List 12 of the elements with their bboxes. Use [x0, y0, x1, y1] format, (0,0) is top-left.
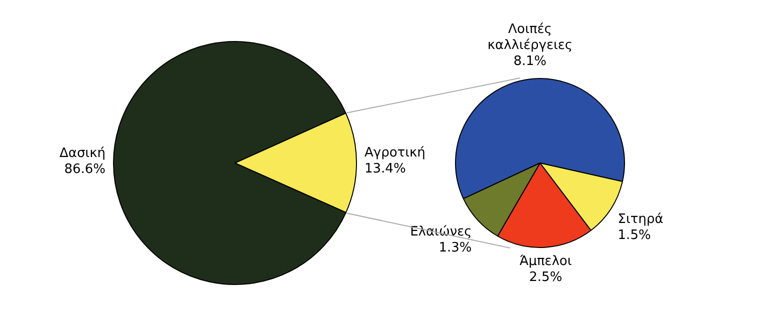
slice-label: Σιτηρά: [618, 212, 664, 227]
data-label: 8.1%: [514, 54, 547, 69]
data-label: 1.5%: [618, 228, 651, 243]
data-label: 13.4%: [364, 162, 406, 177]
slice-label: Αγροτική: [364, 146, 426, 161]
slice-label: Άμπελοι: [520, 254, 572, 270]
slice-label: Ελαιώνες: [410, 224, 472, 240]
slice-label: Λοιπές καλλιέργειες: [487, 22, 573, 53]
data-label: 86.6%: [64, 162, 106, 178]
data-label: 2.5%: [529, 270, 562, 286]
slice-label: Δασική: [59, 146, 106, 162]
data-label: 1.3%: [438, 240, 472, 256]
